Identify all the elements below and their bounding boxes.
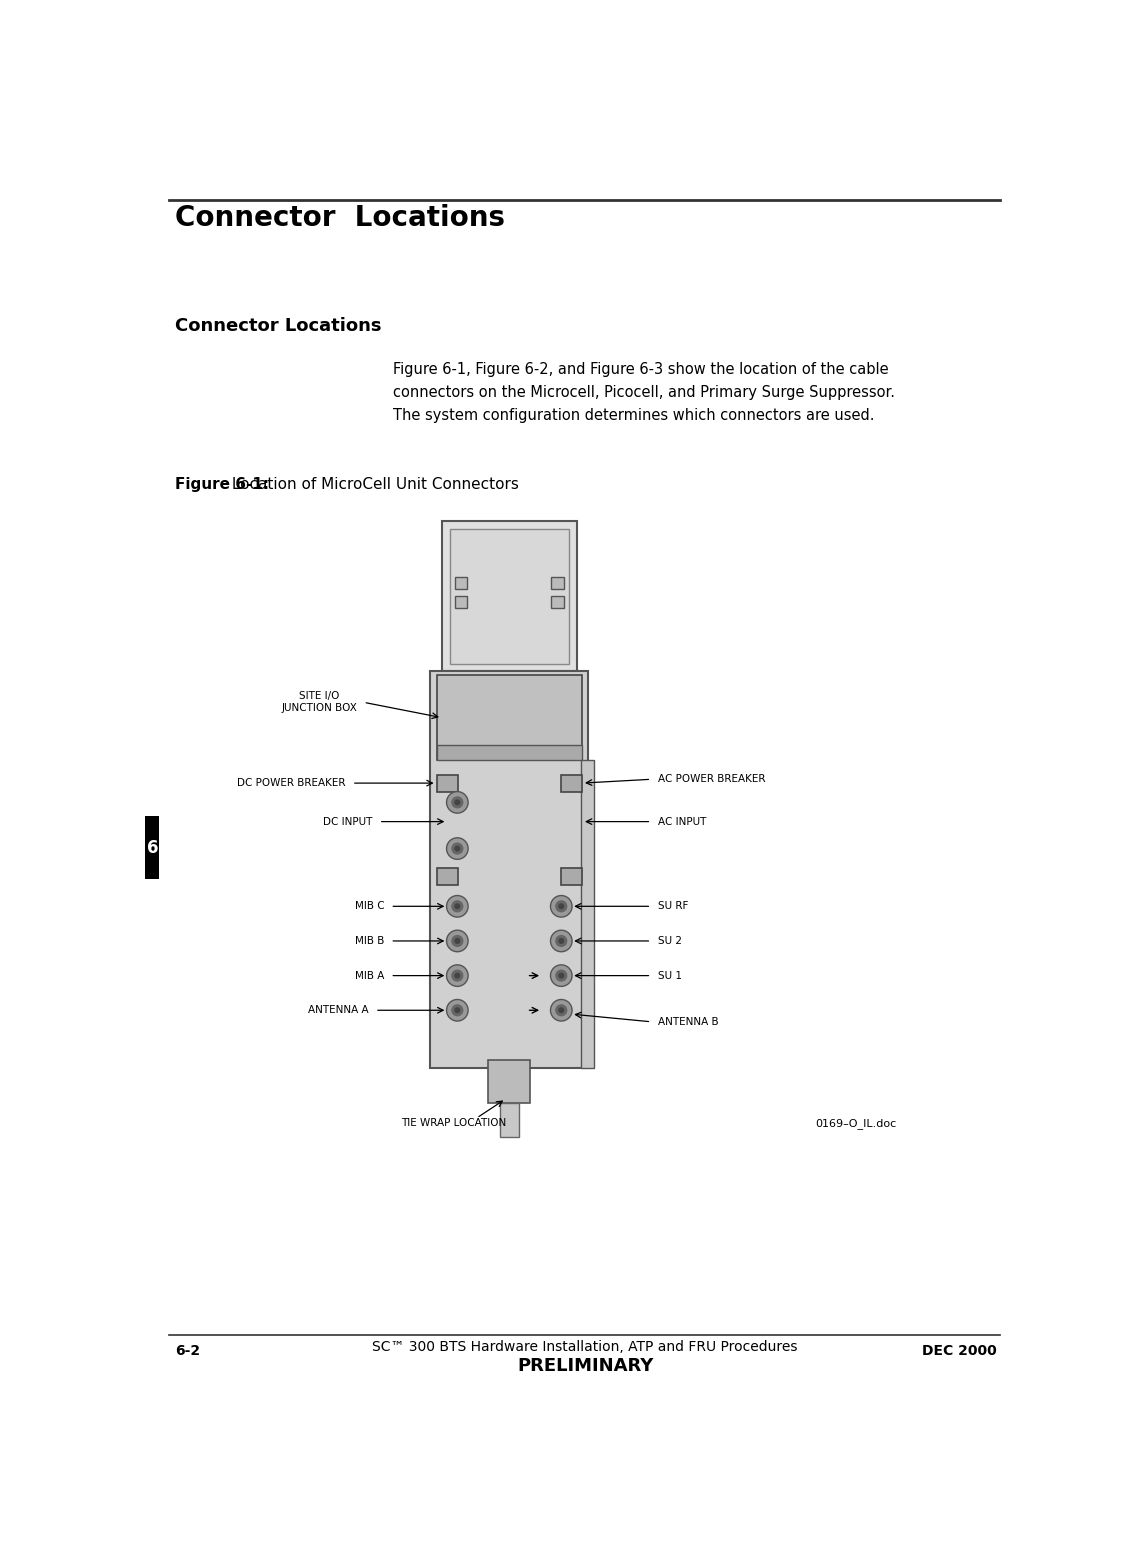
Bar — [581, 759, 594, 1068]
Bar — [437, 676, 582, 759]
Text: Location of MicroCell Unit Connectors: Location of MicroCell Unit Connectors — [227, 477, 519, 492]
Text: ANTENNA A: ANTENNA A — [308, 1005, 369, 1016]
Circle shape — [455, 938, 460, 943]
Text: Connector Locations: Connector Locations — [175, 317, 381, 335]
Text: Figure 6-1:: Figure 6-1: — [175, 477, 269, 492]
Circle shape — [556, 901, 567, 912]
Bar — [560, 775, 582, 792]
Text: Figure 6-1, Figure 6-2, and Figure 6-3 show the location of the cable
connectors: Figure 6-1, Figure 6-2, and Figure 6-3 s… — [394, 362, 896, 422]
Text: AC POWER BREAKER: AC POWER BREAKER — [657, 775, 764, 784]
Text: DEC 2000: DEC 2000 — [922, 1345, 996, 1359]
Circle shape — [452, 797, 463, 808]
Bar — [455, 596, 468, 609]
Bar — [437, 868, 458, 885]
Circle shape — [446, 837, 468, 859]
Bar — [560, 868, 582, 885]
Text: SU 2: SU 2 — [657, 936, 681, 946]
Circle shape — [446, 964, 468, 986]
Circle shape — [556, 1005, 567, 1016]
Text: DC INPUT: DC INPUT — [323, 817, 373, 826]
Text: 6-2: 6-2 — [175, 1345, 200, 1359]
Text: 0169–O_IL.doc: 0169–O_IL.doc — [816, 1118, 897, 1129]
Bar — [455, 576, 468, 589]
Circle shape — [556, 971, 567, 981]
Bar — [488, 1061, 531, 1103]
Bar — [551, 576, 564, 589]
Text: MIB C: MIB C — [355, 901, 385, 912]
Circle shape — [455, 904, 460, 909]
Circle shape — [559, 938, 564, 943]
Circle shape — [559, 904, 564, 909]
Circle shape — [446, 1000, 468, 1020]
Text: SU RF: SU RF — [657, 901, 688, 912]
Text: 6: 6 — [147, 839, 159, 857]
Text: MIB A: MIB A — [355, 971, 385, 980]
Circle shape — [455, 846, 460, 851]
Bar — [500, 1103, 519, 1137]
Text: PRELIMINARY: PRELIMINARY — [517, 1357, 654, 1374]
Circle shape — [452, 843, 463, 854]
Circle shape — [452, 1005, 463, 1016]
Circle shape — [452, 935, 463, 946]
Text: SC™ 300 BTS Hardware Installation, ATP and FRU Procedures: SC™ 300 BTS Hardware Installation, ATP a… — [372, 1340, 798, 1354]
Text: AC INPUT: AC INPUT — [657, 817, 706, 826]
Circle shape — [452, 971, 463, 981]
Circle shape — [559, 1008, 564, 1013]
Bar — [437, 744, 582, 759]
Bar — [442, 522, 576, 671]
Circle shape — [550, 896, 572, 918]
Bar — [437, 775, 458, 792]
Text: SU 1: SU 1 — [657, 971, 681, 980]
Circle shape — [455, 1008, 460, 1013]
Circle shape — [446, 896, 468, 918]
Text: TIE WRAP LOCATION: TIE WRAP LOCATION — [400, 1118, 507, 1127]
Circle shape — [550, 1000, 572, 1020]
Circle shape — [550, 930, 572, 952]
Circle shape — [556, 935, 567, 946]
Circle shape — [455, 800, 460, 804]
Circle shape — [446, 792, 468, 814]
Text: Connector  Locations: Connector Locations — [175, 205, 504, 233]
Circle shape — [452, 901, 463, 912]
Bar — [551, 596, 564, 609]
Bar — [146, 817, 160, 879]
Text: MIB B: MIB B — [355, 936, 385, 946]
Bar — [450, 530, 569, 663]
Circle shape — [550, 964, 572, 986]
Circle shape — [559, 974, 564, 978]
Text: SITE I/O
JUNCTION BOX: SITE I/O JUNCTION BOX — [282, 691, 357, 713]
Circle shape — [446, 930, 468, 952]
Text: ANTENNA B: ANTENNA B — [657, 1017, 718, 1027]
Bar — [430, 671, 589, 1068]
Circle shape — [455, 974, 460, 978]
Text: DC POWER BREAKER: DC POWER BREAKER — [237, 778, 346, 787]
